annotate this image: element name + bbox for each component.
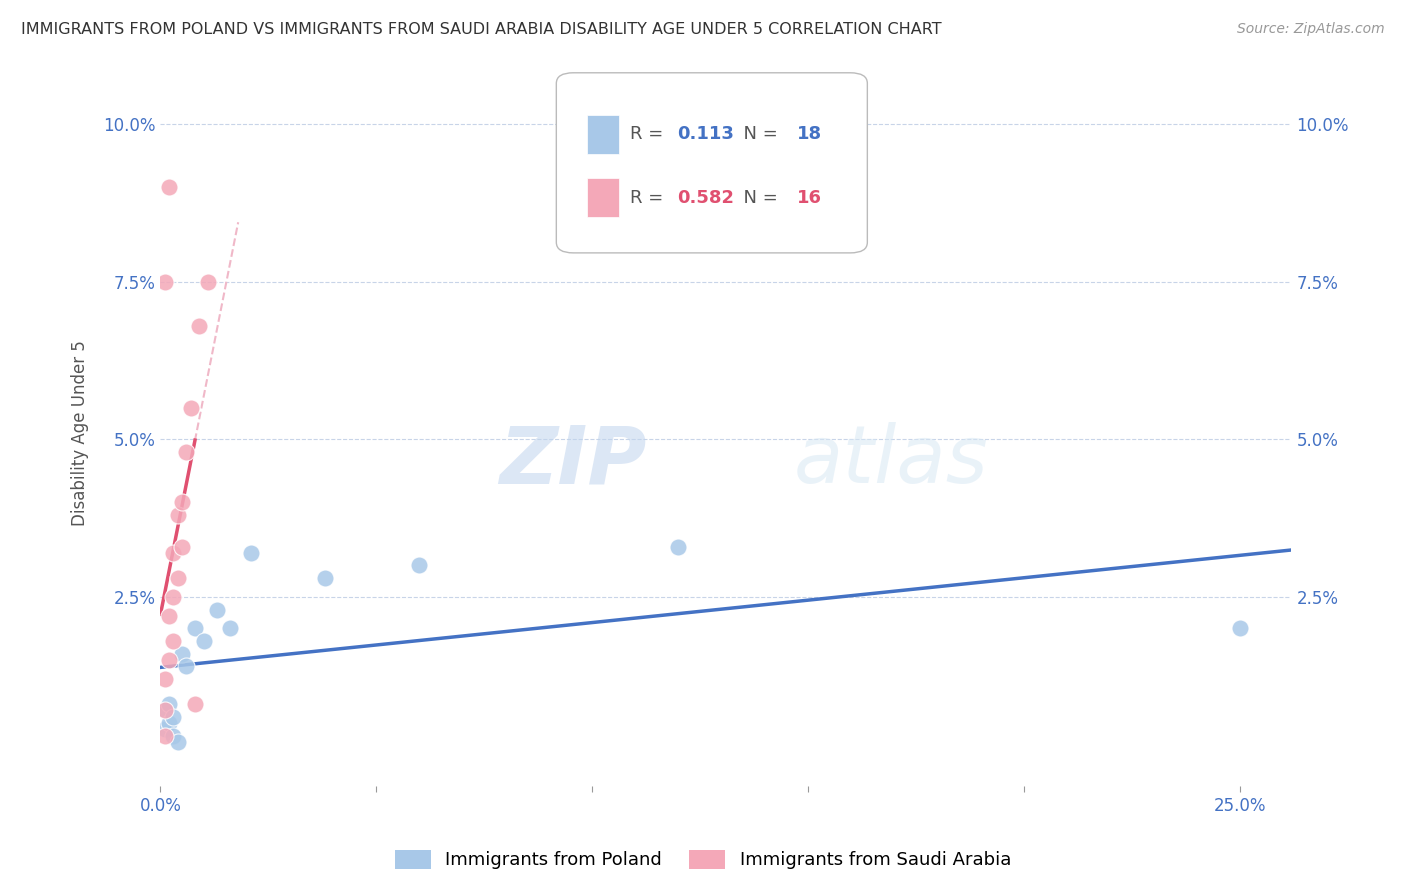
Y-axis label: Disability Age Under 5: Disability Age Under 5 <box>72 340 89 526</box>
Point <box>188 318 211 333</box>
Point <box>153 723 176 737</box>
Point <box>408 558 430 573</box>
Point <box>205 602 228 616</box>
Point <box>157 697 180 711</box>
Point <box>162 590 184 604</box>
Text: IMMIGRANTS FROM POLAND VS IMMIGRANTS FROM SAUDI ARABIA DISABILITY AGE UNDER 5 CO: IMMIGRANTS FROM POLAND VS IMMIGRANTS FRO… <box>21 22 942 37</box>
Point <box>166 735 188 749</box>
Point <box>240 546 263 560</box>
Point <box>180 401 202 415</box>
Text: Source: ZipAtlas.com: Source: ZipAtlas.com <box>1237 22 1385 37</box>
Point <box>157 608 180 623</box>
Point <box>157 716 180 731</box>
Text: N =: N = <box>731 125 783 144</box>
FancyBboxPatch shape <box>557 73 868 253</box>
Point <box>162 546 184 560</box>
Point <box>157 653 180 667</box>
Text: 0.582: 0.582 <box>678 189 734 207</box>
Text: R =: R = <box>630 125 669 144</box>
Point <box>170 647 193 661</box>
Text: 18: 18 <box>797 125 823 144</box>
Text: ZIP: ZIP <box>499 422 647 500</box>
FancyBboxPatch shape <box>586 178 619 218</box>
Point <box>166 508 188 522</box>
Point <box>668 540 690 554</box>
Point <box>153 275 176 289</box>
Point <box>153 703 176 717</box>
Point <box>166 571 188 585</box>
Point <box>218 622 240 636</box>
Point <box>314 571 336 585</box>
Point <box>162 729 184 743</box>
Point <box>184 697 207 711</box>
Legend: Immigrants from Poland, Immigrants from Saudi Arabia: Immigrants from Poland, Immigrants from … <box>385 841 1021 879</box>
Point <box>197 275 219 289</box>
Text: 0.113: 0.113 <box>678 125 734 144</box>
Text: N =: N = <box>731 189 783 207</box>
Point <box>170 495 193 509</box>
Point <box>162 710 184 724</box>
Text: R =: R = <box>630 189 669 207</box>
FancyBboxPatch shape <box>586 115 619 153</box>
Point <box>170 540 193 554</box>
Point <box>176 659 198 673</box>
Point <box>153 703 176 717</box>
Point <box>176 445 198 459</box>
Point <box>184 622 207 636</box>
Text: atlas: atlas <box>794 422 988 500</box>
Point <box>1229 622 1251 636</box>
Point <box>153 729 176 743</box>
Text: 16: 16 <box>797 189 823 207</box>
Point <box>193 634 215 648</box>
Point <box>153 672 176 686</box>
Point <box>162 634 184 648</box>
Point <box>157 180 180 194</box>
